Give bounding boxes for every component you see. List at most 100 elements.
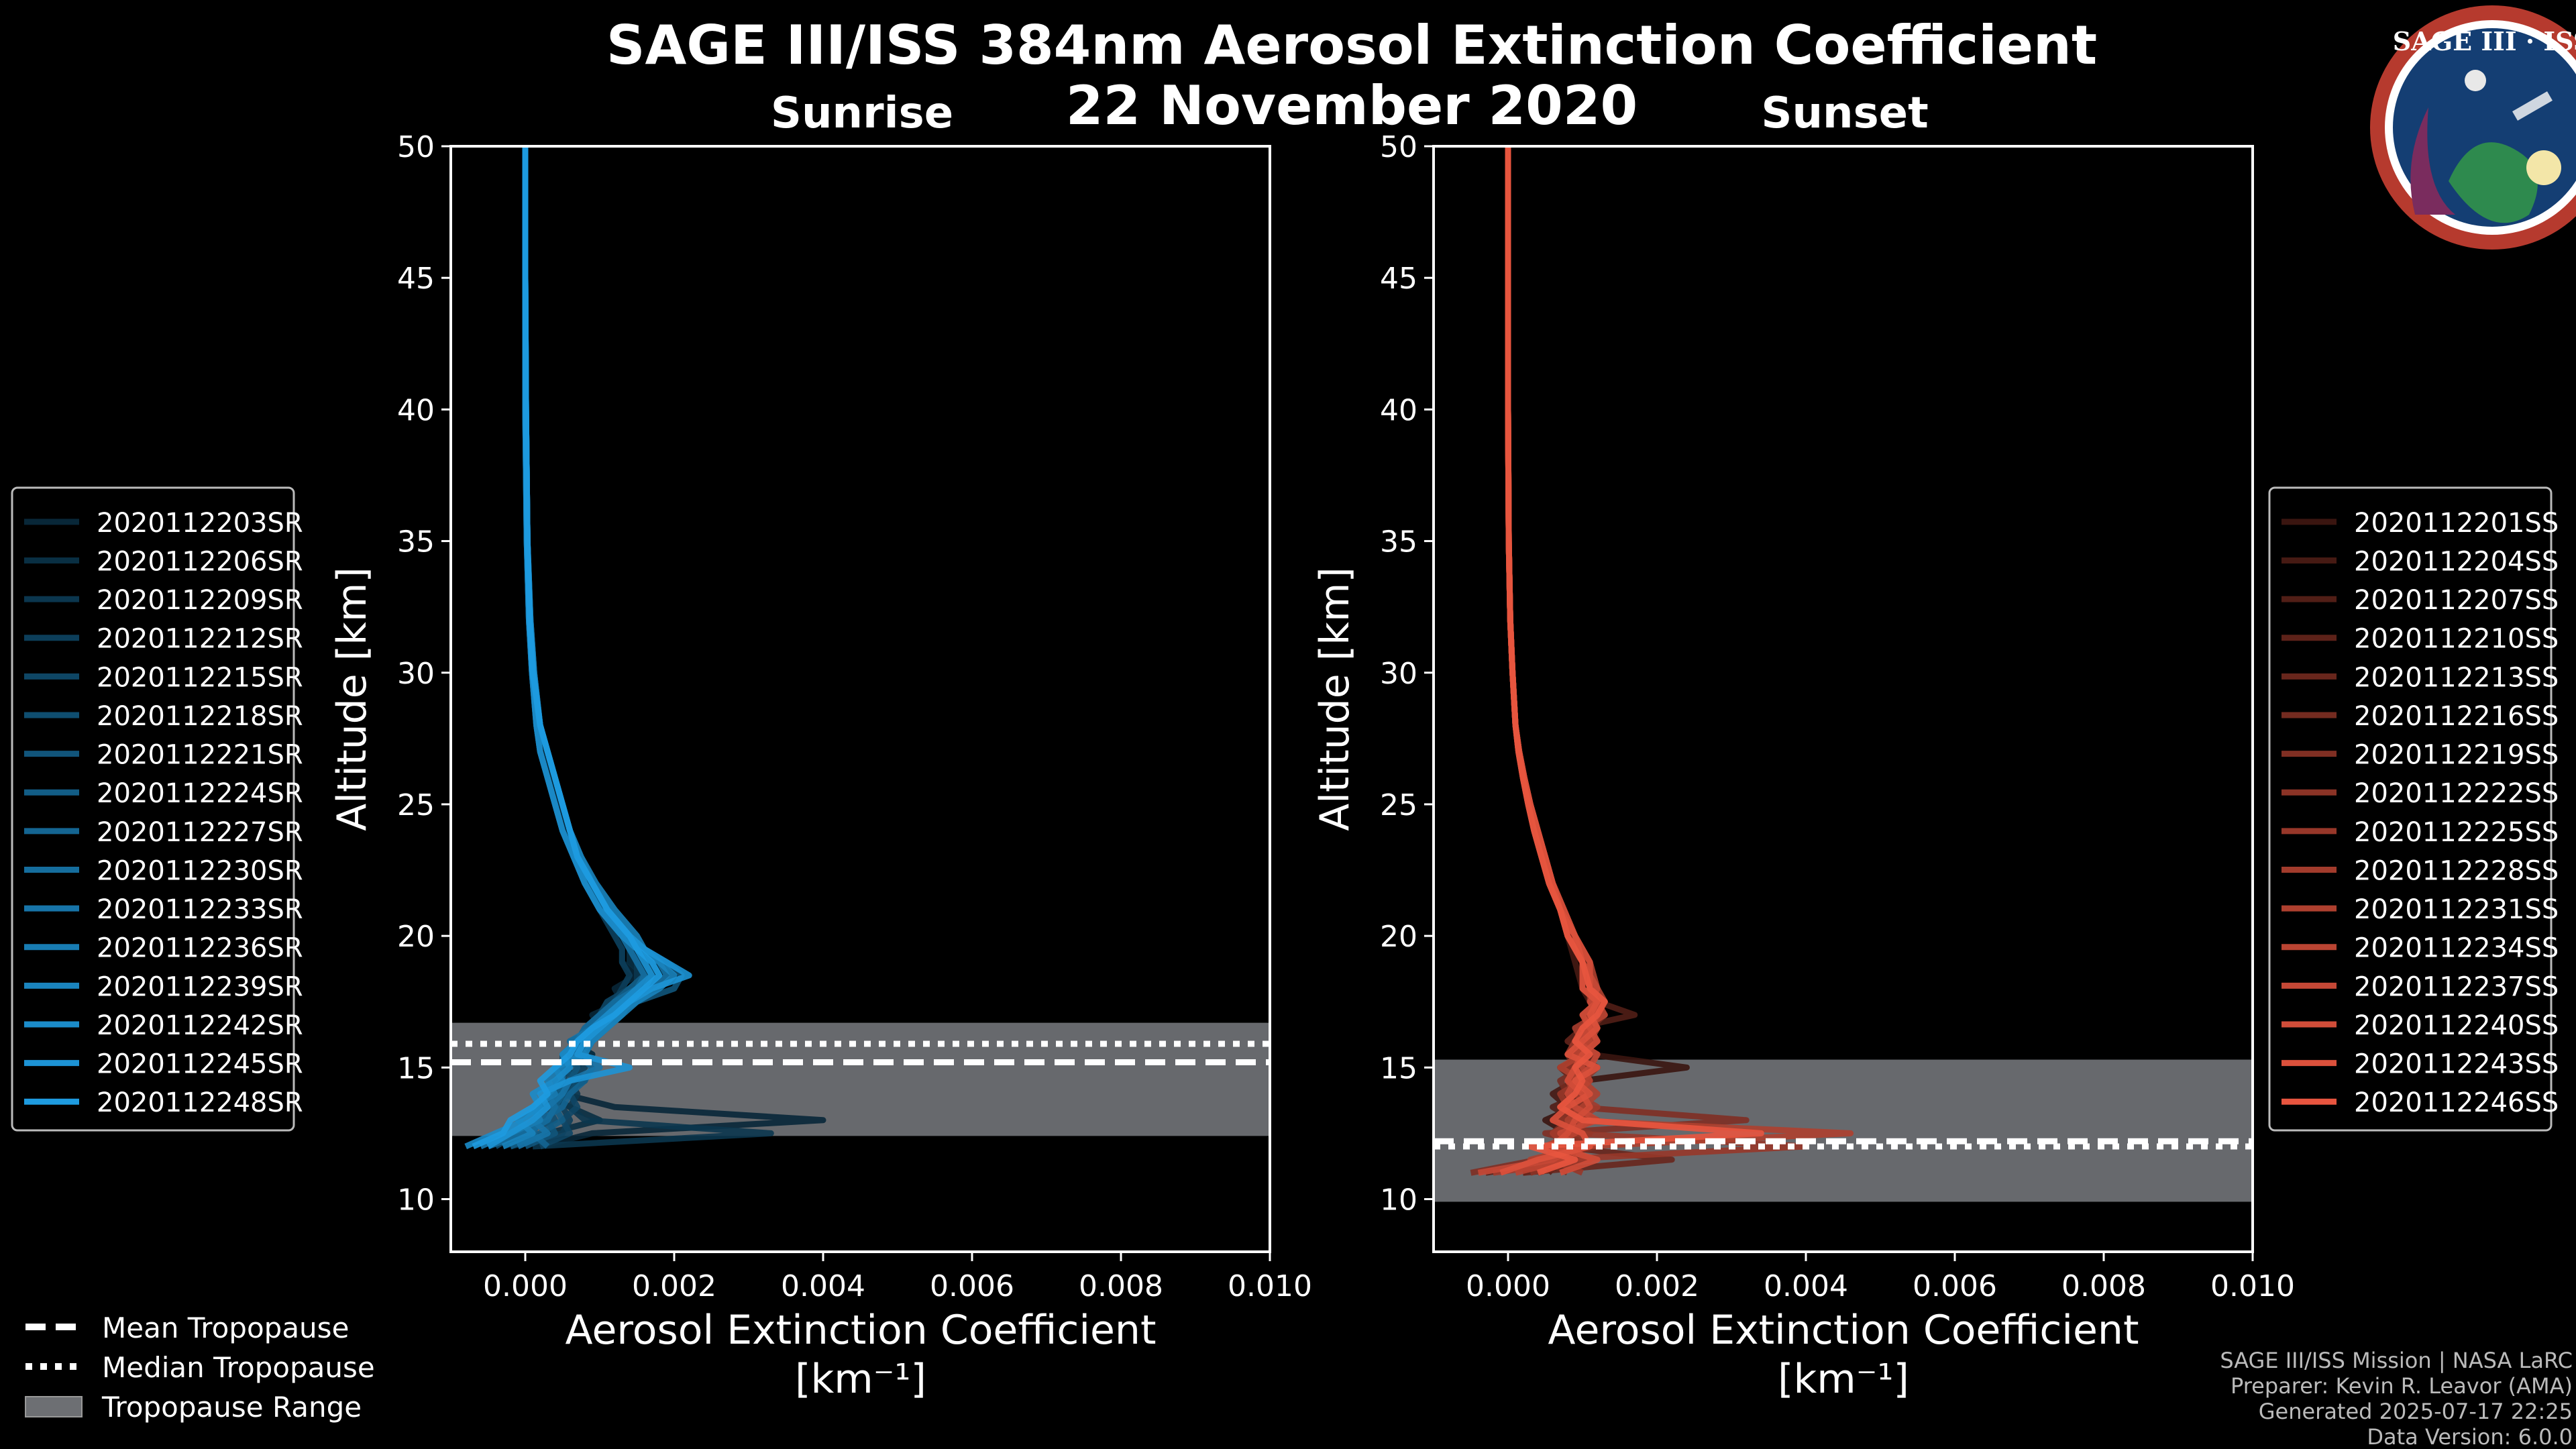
y-tick-label: 30: [1380, 657, 1417, 691]
legend-label: 2020112219SS: [2354, 740, 2559, 771]
logo-earth-icon: [2449, 142, 2538, 223]
y-tick-label: 40: [1380, 393, 1417, 427]
y-tick-label: 15: [1380, 1051, 1417, 1085]
y-tick-label: 10: [1380, 1183, 1417, 1218]
y-tick-label: 25: [1380, 788, 1417, 822]
y-tick-label: 35: [1380, 525, 1417, 559]
y-tick-label: 50: [397, 130, 435, 164]
legend-label: 2020112243SS: [2354, 1049, 2559, 1080]
x-tick-label: 0.010: [2210, 1269, 2295, 1303]
legend-label: 2020112225SS: [2354, 817, 2559, 848]
series-lines: [1470, 146, 1854, 1176]
x-tick-label: 0.004: [1764, 1269, 1848, 1303]
series-line-2020112246SS: [1505, 146, 1764, 1176]
sunrise-panel-title: Sunrise: [771, 89, 953, 138]
y-tick-label: 10: [397, 1183, 435, 1218]
legend-label: 2020112222SS: [2354, 778, 2559, 809]
x-axis-unit: [km⁻¹]: [1778, 1356, 1909, 1403]
y-tick-label: 20: [1380, 920, 1417, 954]
legend-label: 2020112203SR: [97, 508, 303, 539]
mean-tropopause-label: Mean Tropopause: [102, 1311, 349, 1344]
x-tick-label: 0.010: [1228, 1269, 1312, 1303]
mission-logo: SAGE III · ISS: [2370, 5, 2576, 250]
x-tick-label: 0.000: [483, 1269, 568, 1303]
y-tick-label: 40: [397, 393, 435, 427]
x-tick-label: 0.008: [2061, 1269, 2146, 1303]
legend-label: 2020112216SS: [2354, 701, 2559, 732]
credits-line3: Generated 2025-07-17 22:25: [2259, 1399, 2573, 1424]
legend-label: 2020112248SR: [97, 1087, 303, 1118]
legend-label: 2020112231SS: [2354, 894, 2559, 925]
sunset-legend: 2020112201SS 2020112204SS 2020112207SS 2020…: [2268, 486, 2559, 1132]
sunrise-legend: 2020112203SR 2020112206SR 2020112209SR 2020…: [11, 486, 303, 1132]
y-tick-label: 15: [397, 1051, 435, 1085]
legend-frame: [2268, 486, 2553, 1132]
series-line-2020112248SR: [472, 146, 663, 1150]
y-tick-label: 25: [397, 788, 435, 822]
legend-frame: [11, 486, 295, 1132]
y-axis-label: Altitude [km]: [329, 567, 376, 831]
legend-label: 2020112204SS: [2354, 546, 2559, 577]
logo-moon-icon: [2465, 70, 2486, 91]
logo-station-icon: [2512, 91, 2553, 121]
y-tick-label: 45: [1380, 262, 1417, 296]
credits-line4: Data Version: 6.0.0: [2367, 1424, 2573, 1449]
legend-label: 2020112228SS: [2354, 855, 2559, 886]
sunrise-chart: 10 15 20 25 30 35 40 45 50 0.000 0.002 0.004 0.006 0.…: [329, 130, 1312, 1403]
x-axis-unit: [km⁻¹]: [795, 1356, 926, 1403]
x-tick-label: 0.002: [1615, 1269, 1699, 1303]
credits-line1: SAGE III/ISS Mission | NASA LaRC: [2220, 1348, 2573, 1373]
legend-label: 2020112206SR: [97, 546, 303, 577]
x-tick-label: 0.008: [1079, 1269, 1163, 1303]
legend-label: 2020112236SR: [97, 933, 303, 964]
plot-frame: [449, 145, 1271, 1253]
legend-label: 2020112233SR: [97, 894, 303, 925]
legend-label: 2020112246SS: [2354, 1087, 2559, 1118]
x-tick-label: 0.006: [930, 1269, 1014, 1303]
x-tick-label: 0.002: [632, 1269, 716, 1303]
tropopause-range-swatch: [25, 1396, 83, 1417]
x-tick-label: 0.004: [781, 1269, 865, 1303]
x-axis-label: Aerosol Extinction Coefficient: [1548, 1307, 2139, 1354]
legend-label: 2020112215SR: [97, 662, 303, 693]
legend-label: 2020112213SS: [2354, 662, 2559, 693]
x-axis-label: Aerosol Extinction Coefficient: [566, 1307, 1157, 1354]
legend-label: 2020112218SR: [97, 701, 303, 732]
logo-sun-icon: [2526, 150, 2561, 185]
credits: SAGE III/ISS Mission | NASA LaRC Prepare…: [2220, 1348, 2573, 1449]
plot-frame: [1432, 145, 2254, 1253]
sunset-chart: 10 15 20 25 30 35 40 45 50 0.000 0.002 0.004 0.006 0.…: [1311, 130, 2295, 1403]
series-lines: [464, 146, 826, 1150]
figure-title-line1: SAGE III/ISS 384nm Aerosol Extinction Co…: [606, 14, 2097, 76]
tropopause-legend: Mean Tropopause Median Tropopause Tropop…: [25, 1311, 375, 1424]
legend-label: 2020112210SS: [2354, 624, 2559, 655]
x-tick-label: 0.000: [1466, 1269, 1550, 1303]
legend-label: 2020112242SR: [97, 1010, 303, 1041]
legend-label: 2020112239SR: [97, 971, 303, 1002]
y-tick-label: 35: [397, 525, 435, 559]
legend-label: 2020112234SS: [2354, 933, 2559, 964]
legend-label: 2020112221SR: [97, 740, 303, 771]
legend-label: 2020112245SR: [97, 1049, 303, 1080]
legend-label: 2020112224SR: [97, 778, 303, 809]
y-axis-label: Altitude [km]: [1311, 567, 1358, 831]
x-tick-label: 0.006: [1913, 1269, 1997, 1303]
legend-label: 2020112230SR: [97, 855, 303, 886]
legend-label: 2020112207SS: [2354, 585, 2559, 616]
legend-label: 2020112212SR: [97, 624, 303, 655]
y-tick-label: 30: [397, 657, 435, 691]
legend-label: 2020112201SS: [2354, 508, 2559, 539]
y-tick-label: 45: [397, 262, 435, 296]
tropopause-range-label: Tropopause Range: [101, 1391, 362, 1424]
logo-figure-icon: [2410, 107, 2455, 215]
legend-label: 2020112227SR: [97, 817, 303, 848]
logo-title: SAGE III · ISS: [2393, 26, 2576, 56]
median-tropopause-label: Median Tropopause: [102, 1351, 375, 1384]
legend-label: 2020112237SS: [2354, 971, 2559, 1002]
sunset-panel-title: Sunset: [1761, 89, 1928, 138]
legend-label: 2020112240SS: [2354, 1010, 2559, 1041]
y-tick-label: 50: [1380, 130, 1417, 164]
legend-label: 2020112209SR: [97, 585, 303, 616]
figure-title-line2: 22 November 2020: [1066, 74, 1638, 137]
